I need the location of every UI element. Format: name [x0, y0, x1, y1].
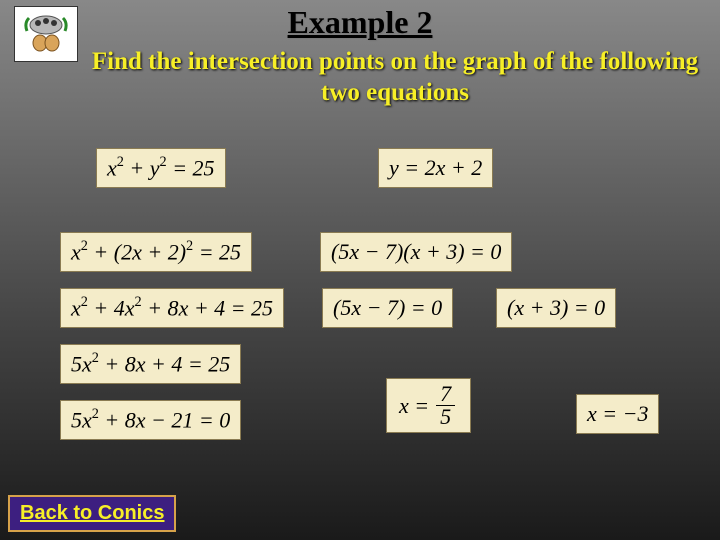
equation-8: 5x2 + 8x + 4 = 25: [60, 344, 241, 384]
equation-7: (x + 3) = 0: [496, 288, 616, 328]
equation-6: (5x − 7) = 0: [322, 288, 453, 328]
eq10-prefix: x =: [399, 393, 429, 419]
equation-10: x = 7 5: [386, 378, 471, 433]
equation-1: x2 + y2 = 25: [96, 148, 226, 188]
subtitle: Find the intersection points on the grap…: [90, 46, 700, 109]
eq10-numerator: 7: [436, 383, 455, 406]
eq10-denominator: 5: [436, 406, 455, 428]
equation-11: x = −3: [576, 394, 659, 434]
equation-2: y = 2x + 2: [378, 148, 493, 188]
equation-9: 5x2 + 8x − 21 = 0: [60, 400, 241, 440]
equation-5: x2 + 4x2 + 8x + 4 = 25: [60, 288, 284, 328]
back-to-conics-button[interactable]: Back to Conics: [8, 495, 176, 532]
equation-3: x2 + (2x + 2)2 = 25: [60, 232, 252, 272]
page-title: Example 2: [0, 4, 720, 41]
equation-4: (5x − 7)(x + 3) = 0: [320, 232, 512, 272]
